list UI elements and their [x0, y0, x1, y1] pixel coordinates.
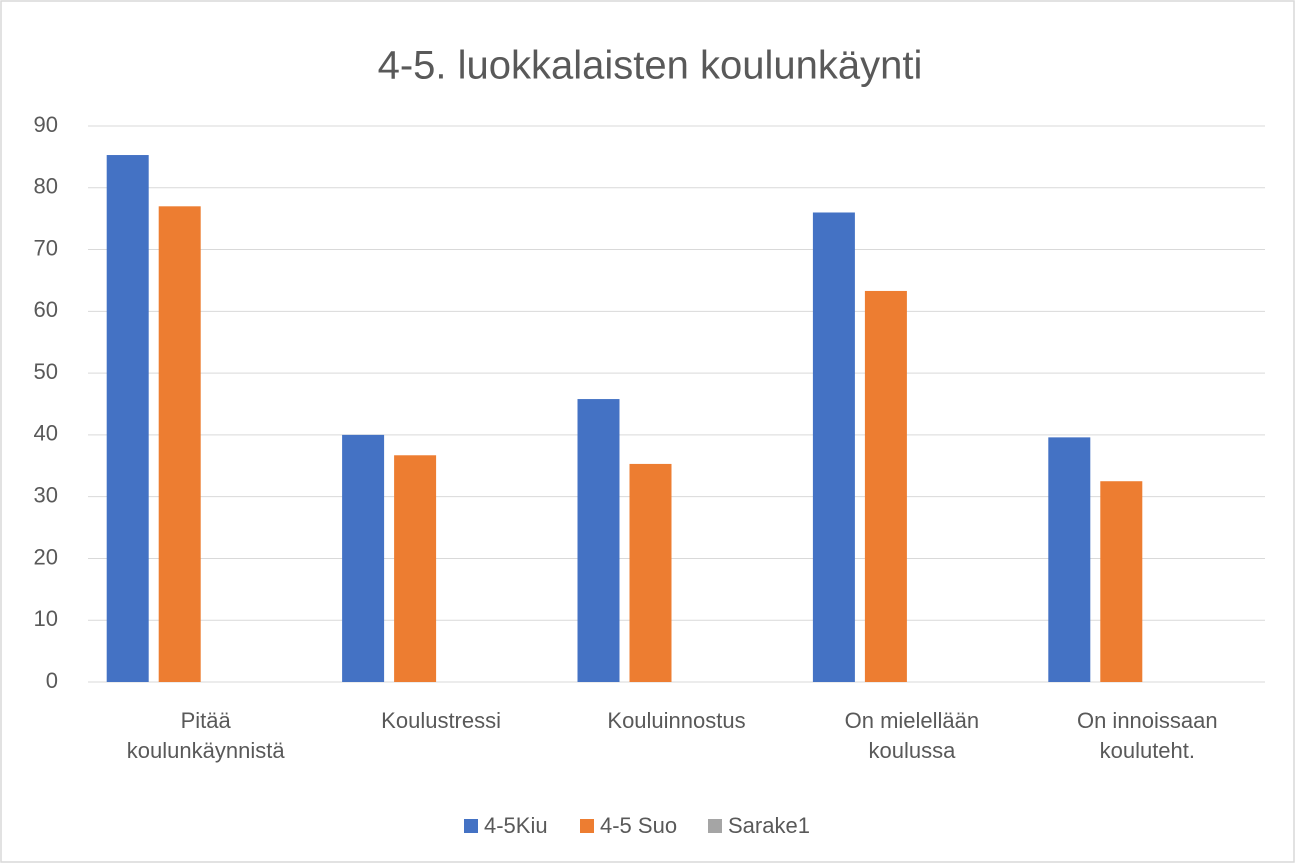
- legend-label: Sarake1: [728, 813, 810, 838]
- bar: [342, 434, 385, 682]
- x-tick-label: On mielellään koulussa: [844, 708, 980, 763]
- y-tick-label: 60: [34, 297, 58, 322]
- bar: [577, 399, 620, 682]
- y-tick-label: 20: [34, 544, 58, 569]
- y-tick-label: 90: [34, 112, 58, 137]
- legend-swatch: [464, 819, 478, 833]
- y-tick-label: 70: [34, 235, 58, 260]
- bar: [812, 212, 855, 682]
- y-tick-label: 80: [34, 174, 58, 199]
- x-tick-label: Koulustressi: [381, 708, 502, 733]
- y-tick-label: 50: [34, 359, 58, 384]
- bar: [158, 206, 201, 683]
- y-tick-label: 30: [34, 482, 58, 507]
- bar: [106, 155, 149, 683]
- bar: [394, 455, 437, 682]
- y-tick-label: 10: [34, 606, 58, 631]
- legend-label: 4-5 Suo: [600, 813, 677, 838]
- legend-swatch: [580, 819, 594, 833]
- bar: [1100, 481, 1143, 682]
- x-tick-label: On innoissaan kouluteht.: [1076, 708, 1218, 763]
- legend-swatch: [708, 819, 722, 833]
- x-tick-label: Pitää koulunkäynnistä: [126, 708, 285, 763]
- y-tick-label: 0: [46, 668, 58, 693]
- bar: [1048, 437, 1091, 682]
- chart-title: 4-5. luokkalaisten koulunkäynti: [378, 44, 923, 88]
- y-tick-label: 40: [34, 421, 58, 446]
- bar: [629, 463, 672, 682]
- x-tick-label: Kouluinnostus: [607, 708, 746, 733]
- legend-label: 4-5Kiu: [484, 813, 548, 838]
- bar: [864, 290, 907, 682]
